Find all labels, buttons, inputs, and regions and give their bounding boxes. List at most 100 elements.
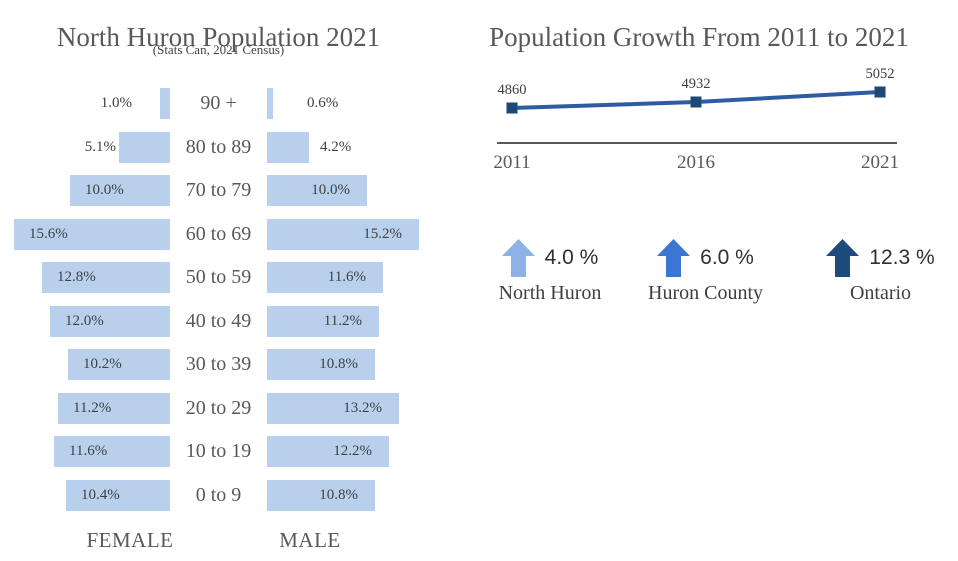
male-percent-label: 10.8% [319,356,358,373]
growth-point-marker [874,86,886,98]
pyramid-row-male-zone: 11.2% [267,305,440,337]
pyramid-row-female-zone: 11.2% [0,392,170,424]
age-label: 0 to 9 [195,483,242,506]
male-axis-label: MALE [279,528,341,552]
growth-point-marker [506,102,518,114]
male-percent-label: 11.6% [327,269,366,286]
male-percent-label: 10.8% [319,486,358,503]
stat-block: 12.3 % Ontario [813,238,948,305]
stat-toprow: 4.0 % [501,238,599,278]
female-bar [119,131,170,163]
male-bar: 10.8% [267,479,375,511]
female-bar: 12.0% [50,305,170,337]
pyramid-row-male-zone: 11.6% [267,262,440,294]
up-arrow-icon [501,239,535,277]
female-percent-label: 1.0% [100,95,132,111]
male-percent-label: 12.2% [333,443,372,460]
age-label: 70 to 79 [185,179,252,202]
pyramid-row-male-zone: 10.0% [267,175,440,207]
male-percent-label: 10.0% [311,182,350,199]
male-percent-label: 15.2% [363,225,402,242]
pyramid-row-female-zone: 12.0% [0,305,170,337]
male-bar: 10.0% [267,175,367,207]
stat-percent: 4.0 % [544,246,599,269]
male-bar [267,131,309,163]
pyramid-row-female-zone: 1.0% [0,88,170,119]
male-bar: 11.2% [267,305,379,337]
male-percent-label: 13.2% [343,399,382,416]
growth-value-label: 4860 [497,82,527,98]
pyramid-row-female-zone: 10.2% [0,349,170,381]
age-label: 40 to 49 [185,309,252,332]
pyramid-row-male-zone: 15.2% [267,218,440,250]
male-bar: 13.2% [267,392,399,424]
female-percent-label: 12.8% [57,269,96,286]
growth-title: Population Growth From 2011 to 2021 [489,22,909,53]
female-percent-label: 12.0% [65,312,104,329]
male-percent-label: 4.2% [320,138,352,155]
female-bar: 11.2% [58,392,170,424]
male-bar [267,88,273,119]
age-label: 20 to 29 [185,396,252,419]
stat-name: North Huron [498,282,602,304]
growth-line-plot [506,86,886,114]
pyramid-row-male-zone: 0.6% [267,88,440,119]
female-percent-label: 15.6% [29,225,68,242]
male-percent-label: 11.2% [323,312,362,329]
x-axis-line [497,142,897,144]
pyramid-row-female-zone: 11.6% [0,436,170,468]
pyramid-title: North Huron Population 2021 [56,22,381,53]
pyramid-row-male-zone: 10.8% [267,349,440,381]
age-label: 10 to 19 [185,440,252,463]
pyramid-row-female-zone: 5.1% [0,131,170,163]
stat-toprow: 12.3 % [826,238,935,278]
growth-point-marker [690,96,702,108]
male-bar: 15.2% [267,218,419,250]
female-bar: 15.6% [14,218,170,250]
female-bar: 12.8% [42,262,170,294]
male-bar: 12.2% [267,436,389,468]
pyramid-row-male-zone: 10.8% [267,479,440,511]
female-percent-label: 5.1% [84,138,116,155]
age-label: 60 to 69 [185,222,252,245]
pyramid-row-female-zone: 10.4% [0,479,170,511]
growth-year-label: 2011 [493,152,531,173]
male-percent-label: 0.6% [307,95,339,111]
age-label: 30 to 39 [185,353,252,376]
age-label: 90 + [200,92,237,114]
female-bar: 10.0% [70,175,170,207]
female-percent-label: 11.2% [73,399,112,416]
stat-percent: 6.0 % [700,246,754,269]
growth-year-label: 2016 [677,152,715,173]
male-bar: 10.8% [267,349,375,381]
male-bar: 11.6% [267,262,383,294]
up-arrow-icon [826,239,860,277]
female-percent-label: 10.0% [85,182,124,199]
stat-block: 4.0 % North Huron [490,238,610,305]
pyramid-subtitle: (Stats Can, 2021 Census) [152,42,285,57]
growth-year-label: 2021 [861,152,899,173]
growth-value-label: 5052 [865,66,895,82]
pyramid-row-male-zone: 4.2% [267,131,440,163]
pyramid-row-male-zone: 12.2% [267,436,440,468]
stat-toprow: 6.0 % [657,238,754,278]
female-percent-label: 11.6% [69,443,108,460]
female-percent-label: 10.2% [83,356,122,373]
age-label: 80 to 89 [185,135,252,158]
female-axis-label: FEMALE [86,528,174,552]
stat-name: Huron County [648,282,763,304]
pyramid-row-female-zone: 12.8% [0,262,170,294]
female-bar: 11.6% [54,436,170,468]
pyramid-row-male-zone: 13.2% [267,392,440,424]
pyramid-row-female-zone: 10.0% [0,175,170,207]
female-bar: 10.2% [68,349,170,381]
growth-value-label: 4932 [681,76,711,92]
female-bar [160,88,170,119]
stat-block: 6.0 % Huron County [633,238,778,305]
female-percent-label: 10.4% [81,486,120,503]
pyramid-row-female-zone: 15.6% [0,218,170,250]
stat-percent: 12.3 % [869,246,935,269]
female-bar: 10.4% [66,479,170,511]
up-arrow-icon [657,239,691,277]
